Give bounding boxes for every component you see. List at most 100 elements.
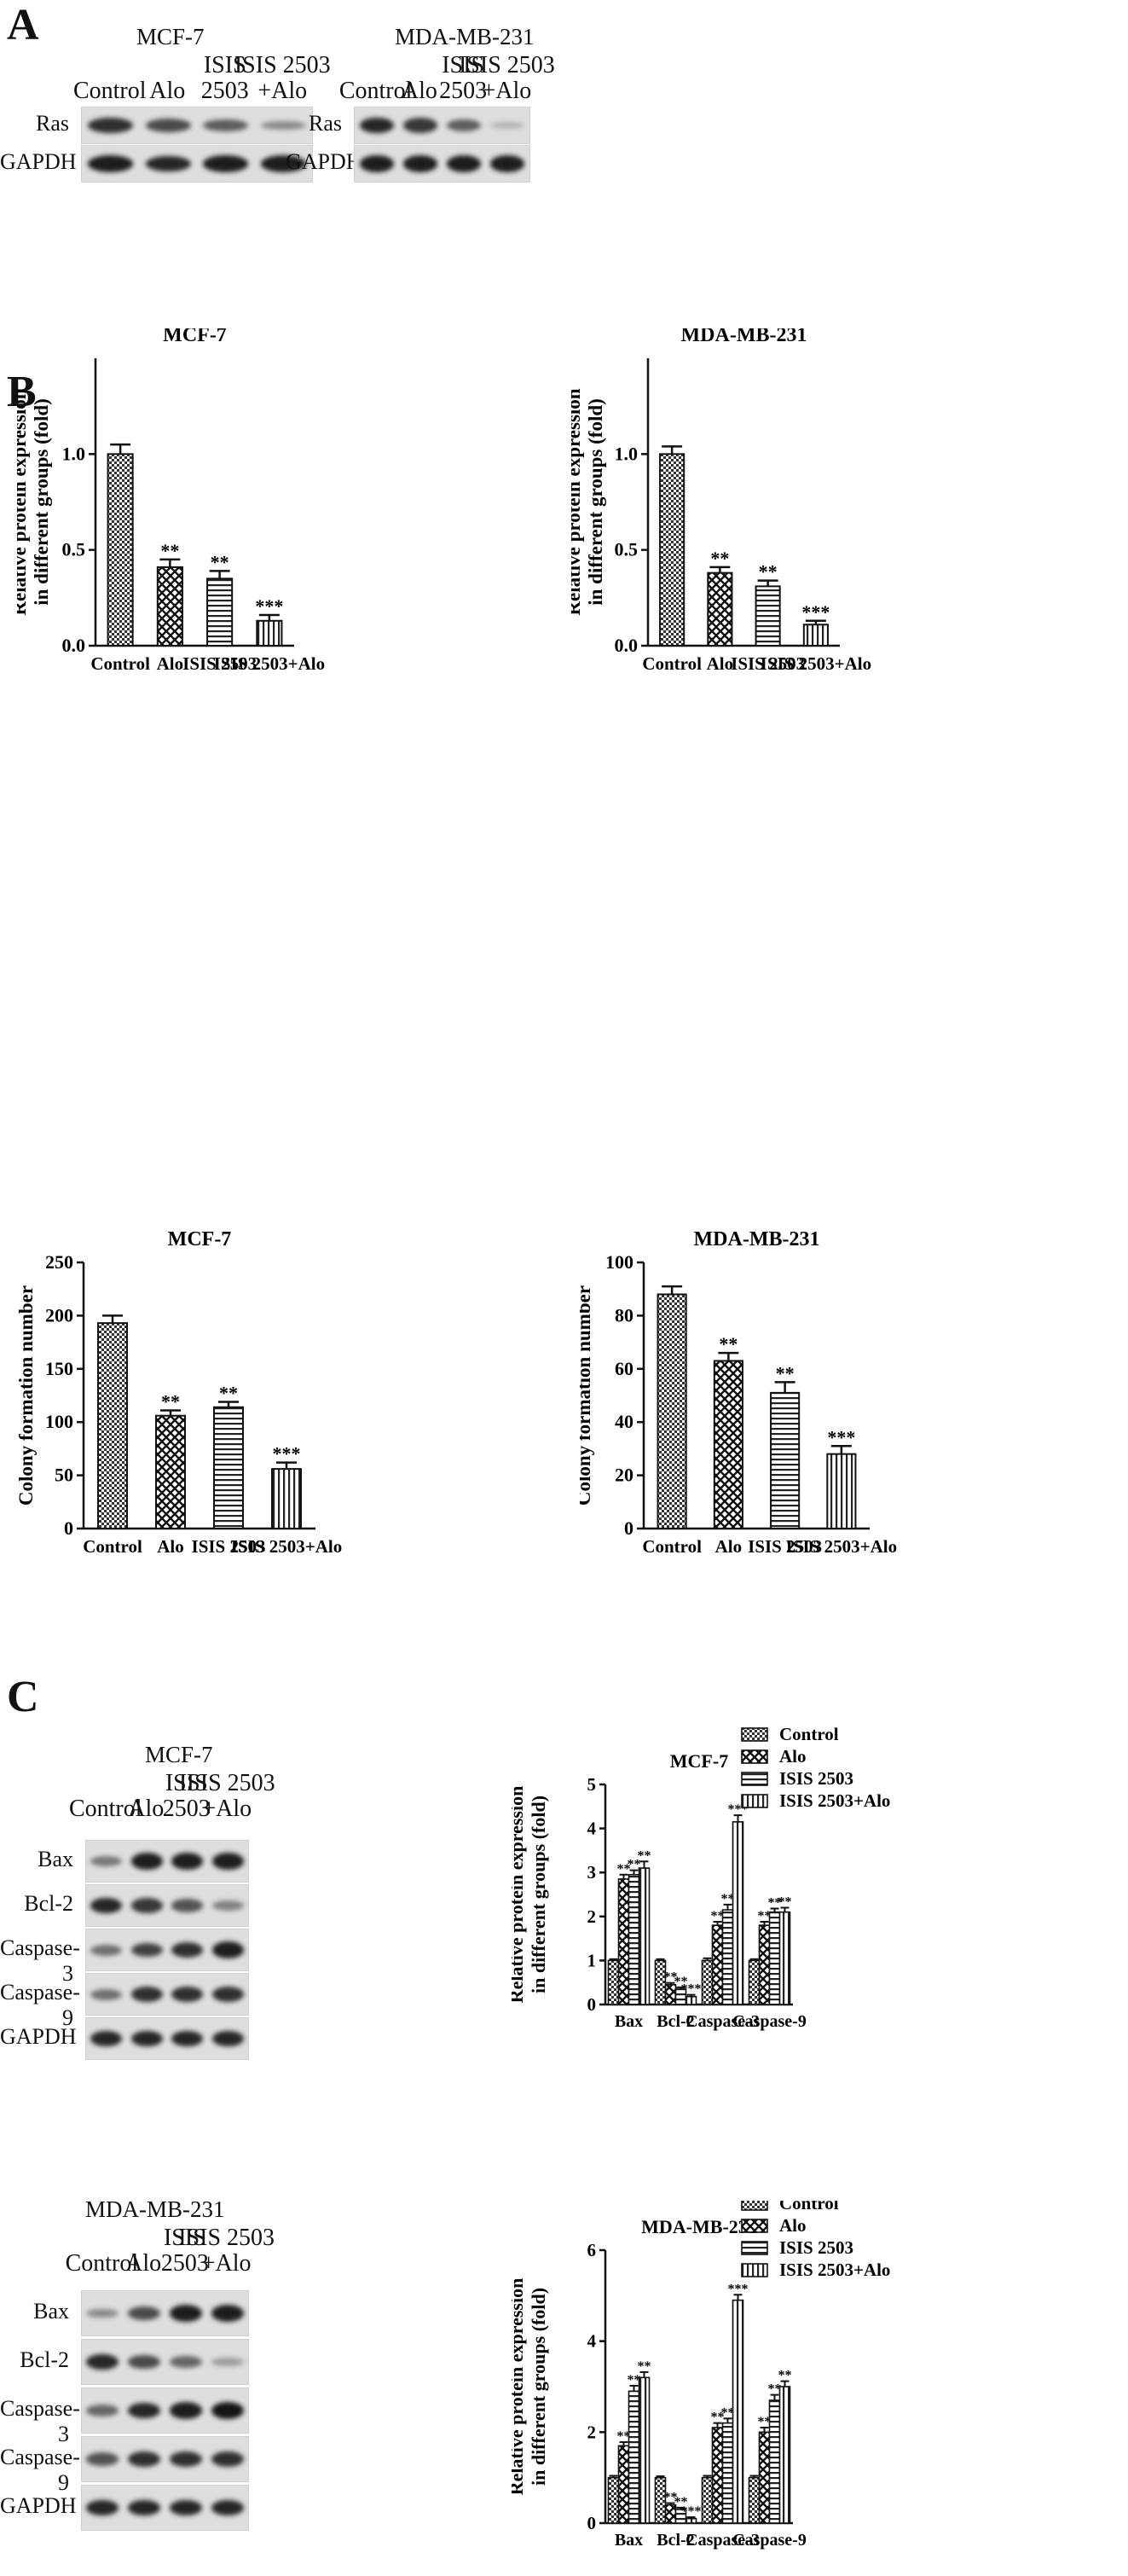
- x-tick-label: Alo: [707, 653, 734, 674]
- blot-strip: [85, 1973, 249, 2016]
- x-tick-label: ISIS 2503+Alo: [231, 1536, 342, 1557]
- x-tick-label: ISIS 2503+Alo: [214, 653, 325, 674]
- y-tick-label: 250: [45, 1251, 73, 1273]
- panel-letter-a: A: [7, 1, 39, 49]
- blot-band: [169, 2356, 202, 2368]
- blot-band: [203, 119, 249, 132]
- micrograph-grid: [0, 768, 1128, 1211]
- significance-mark: **: [758, 1909, 772, 1923]
- x-tick-label: Alo: [157, 653, 184, 674]
- blot-row-label: Caspase-3: [0, 2396, 80, 2446]
- blot-band: [90, 1944, 123, 1956]
- lane-label: Alo: [125, 2250, 162, 2277]
- lane-label: Control: [65, 2250, 139, 2277]
- bar: [758, 1924, 771, 2005]
- significance-mark: **: [628, 2373, 641, 2387]
- y-axis-label: Relative protein expressionin different …: [512, 1786, 549, 2004]
- lane-label: ISIS 2503: [160, 2225, 209, 2277]
- significance-mark: **: [711, 2411, 725, 2425]
- lane-label: ISIS 2503: [162, 1770, 211, 1822]
- y-tick-label: 200: [45, 1304, 73, 1326]
- blot-band: [130, 2030, 163, 2047]
- blot-strip: [85, 1840, 249, 1883]
- legend-swatch: [741, 2241, 768, 2255]
- significance-mark: **: [710, 548, 729, 569]
- blot-band: [90, 1897, 123, 1914]
- bar: [617, 1878, 630, 2005]
- x-tick-label: Caspase-3: [685, 2531, 760, 2550]
- blot-band: [130, 1853, 163, 1870]
- blot-band: [169, 2305, 202, 2322]
- chart-a-mcf7: MCF-7 Relative protein expressionin diffe…: [17, 328, 325, 674]
- blot-band: [447, 119, 482, 132]
- x-tick-label: ISIS 2503+Alo: [761, 653, 871, 674]
- significance-mark: **: [638, 2359, 651, 2374]
- significance-mark: **: [161, 1390, 180, 1412]
- blot-band: [211, 2030, 244, 2047]
- chart-c-mcf7: MCF-7 Relative protein expressionin diffe…: [512, 1727, 890, 2031]
- significance-mark: **: [711, 1909, 725, 1923]
- blot-c-mcf7: MCF-7 Control Alo ISIS 2503 ISIS 2503 +Alo Ba…: [0, 1742, 275, 2060]
- blot-band: [490, 155, 525, 172]
- blot-band: [128, 2306, 161, 2320]
- y-tick-label: 2: [587, 2422, 597, 2442]
- significance-mark: **: [768, 1896, 782, 1911]
- blot-band: [169, 2499, 202, 2516]
- x-tick-label: Alo: [715, 1536, 743, 1557]
- blot-c-mdamb231: MDA-MB-231 Control Alo ISIS 2503 ISIS 2503 +…: [0, 2196, 275, 2572]
- blot-band: [203, 155, 249, 172]
- bar: [97, 1322, 128, 1529]
- blot-strip: [81, 2339, 249, 2385]
- significance-mark: **: [219, 1382, 238, 1403]
- bar: [107, 453, 134, 647]
- y-axis-label: Colony formation number: [580, 1285, 594, 1506]
- chart-title: MCF-7: [670, 1750, 728, 1772]
- x-tick-label: Bcl-2: [657, 2012, 694, 2031]
- blot-band: [171, 2030, 204, 2047]
- significance-mark: **: [211, 551, 229, 572]
- y-tick-label: 0: [587, 2513, 597, 2533]
- bar: [758, 2431, 771, 2524]
- blot-strip: [85, 1929, 249, 1971]
- significance-mark: **: [719, 1333, 738, 1355]
- chart-c-mdamb231: MDA-MB-231 Relative protein expressionin …: [512, 2201, 890, 2550]
- blot-band: [88, 118, 134, 133]
- blot-strip: [81, 2436, 249, 2482]
- lane-label: ISIS 2503: [439, 52, 488, 104]
- bar: [701, 1959, 714, 2005]
- significance-mark: **: [674, 1975, 688, 1989]
- blot-band: [490, 122, 525, 129]
- x-tick-label: ISIS 2503: [748, 1536, 822, 1557]
- y-tick-label: 4: [587, 1819, 597, 1839]
- blot-strip: [354, 145, 530, 183]
- blot-band: [359, 117, 394, 134]
- blot-band: [171, 1942, 204, 1958]
- panel-letter-b: B: [7, 368, 37, 416]
- y-tick-label: 1: [587, 1950, 597, 1970]
- blot-band: [90, 1988, 123, 2000]
- x-tick-label: Control: [642, 1536, 702, 1557]
- chart-title: MDA-MB-231: [681, 328, 807, 346]
- y-tick-label: 1.0: [615, 443, 639, 464]
- legend-swatch: [741, 1794, 768, 1808]
- bar: [711, 1924, 724, 2005]
- blot-band: [359, 155, 394, 172]
- significance-mark: **: [776, 1362, 795, 1384]
- legend-swatch: [741, 1772, 768, 1786]
- x-tick-label: Control: [90, 653, 150, 674]
- blot-band: [90, 2030, 123, 2047]
- legend-label: ISIS 2503: [779, 1768, 853, 1789]
- significance-mark: **: [628, 1858, 641, 1872]
- x-tick-label: Control: [83, 1536, 142, 1557]
- bar: [155, 1414, 186, 1529]
- blot-title: MCF-7: [145, 1742, 213, 1767]
- lane-label: Control: [72, 78, 147, 104]
- blot-band: [211, 1853, 244, 1870]
- blot-a-mdamb231: MDA-MB-231 Control Alo ISIS 2503 ISIS 2503 +…: [286, 24, 555, 183]
- significance-mark: ***: [827, 1426, 855, 1448]
- bar: [711, 2427, 724, 2524]
- significance-mark: ***: [728, 2282, 749, 2296]
- blot-row-label: GAPDH: [0, 2493, 77, 2518]
- significance-mark: **: [778, 1894, 792, 1909]
- bar: [271, 1468, 302, 1529]
